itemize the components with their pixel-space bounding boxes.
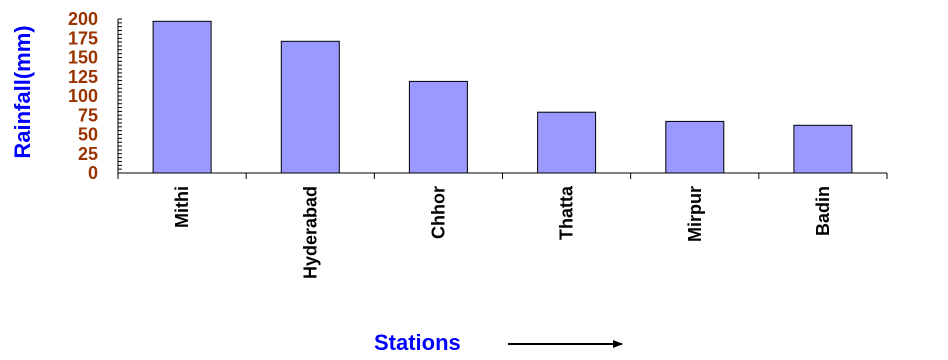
y-tick-label: 0 (88, 163, 98, 183)
y-tick-label: 175 (68, 28, 98, 48)
y-tick-label: 100 (68, 86, 98, 106)
y-tick-label: 200 (68, 9, 98, 29)
y-tick-label: 25 (78, 144, 98, 164)
bar-thatta (537, 111, 597, 174)
y-tick-label: 50 (78, 125, 98, 145)
y-tick-label: 125 (68, 67, 98, 87)
bar-badin (793, 124, 853, 174)
y-tick-label: 150 (68, 48, 98, 68)
category-label-mithi: Mithi (172, 186, 192, 228)
bar-chhor (408, 80, 468, 174)
y-tick-label: 75 (78, 105, 98, 125)
x-axis-title: Stations (374, 330, 461, 355)
category-label-hyderabad: Hyderabad (300, 186, 320, 279)
category-label-chhor: Chhor (428, 186, 448, 239)
category-label-badin: Badin (813, 186, 833, 236)
category-label-thatta: Thatta (557, 185, 577, 240)
bar-hyderabad (280, 40, 340, 174)
bar-mithi (152, 20, 212, 174)
category-label-mirpur: Mirpur (685, 186, 705, 242)
bar-mirpur (665, 120, 725, 174)
y-axis-title: Rainfall(mm) (10, 25, 35, 158)
